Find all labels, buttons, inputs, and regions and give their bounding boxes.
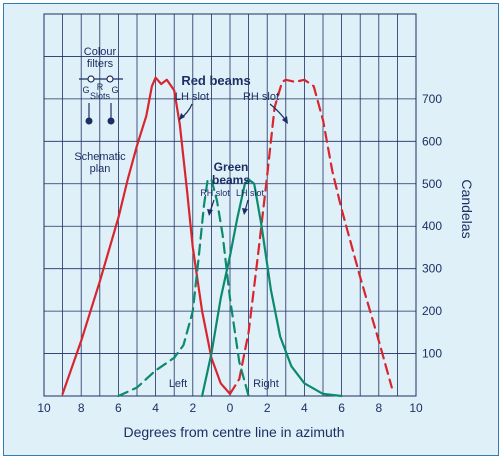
schematic-slots-label: Slots <box>90 91 111 101</box>
x-tick-label: 4 <box>301 401 308 415</box>
schematic-g-label-right: G <box>111 85 118 95</box>
y-axis-title: Candelas <box>459 179 475 238</box>
schematic-r-label: R <box>97 82 104 92</box>
series-line-3 <box>117 178 250 398</box>
y-tick-label: 500 <box>422 177 442 191</box>
x-tick-label: 8 <box>78 401 85 415</box>
schematic-plan-inset: Colour filters G R G Slots Schematic pla… <box>74 46 126 175</box>
schematic-colour-label: Colour <box>84 46 117 58</box>
x-tick-label: 2 <box>264 401 271 415</box>
green-beams-label-line1: Green <box>214 160 249 174</box>
red-rh-slot-label: RH slot <box>243 91 279 103</box>
left-label: Left <box>169 378 187 390</box>
right-label: Right <box>253 378 279 390</box>
chart-panel: 10 8 6 4 2 0 2 4 6 8 10 100 200 300 400 500 600 700 Degr… <box>3 3 499 456</box>
x-tick-label: 6 <box>338 401 345 415</box>
schematic-lamp-right <box>107 117 115 125</box>
y-tick-labels: 100 200 300 400 500 600 700 <box>422 92 442 361</box>
series-line-1 <box>61 76 232 395</box>
y-tick-label: 300 <box>422 262 442 276</box>
green-rh-slot-label: RH slot <box>200 188 230 198</box>
x-tick-label: 6 <box>115 401 122 415</box>
x-axis-title: Degrees from centre line in azimuth <box>124 424 345 440</box>
green-lh-slot-label: LH slot <box>236 188 265 198</box>
x-tick-label: 10 <box>37 401 51 415</box>
green-lh-arrowhead <box>242 208 248 215</box>
y-tick-label: 600 <box>422 134 442 148</box>
x-tick-label: 2 <box>189 401 196 415</box>
schematic-filter-node-left <box>87 75 95 83</box>
x-tick-label: 10 <box>409 401 423 415</box>
light-intensity-chart: 10 8 6 4 2 0 2 4 6 8 10 100 200 300 400 500 600 700 Degr… <box>37 13 475 440</box>
schematic-plan-label: plan <box>90 163 111 175</box>
x-tick-label: 0 <box>227 401 234 415</box>
series-line-2 <box>228 78 393 395</box>
schematic-g-label-left: G <box>82 85 89 95</box>
red-rh-arrowhead <box>282 116 288 124</box>
x-tick-label: 4 <box>152 401 159 415</box>
schematic-filters-label: filters <box>87 58 114 70</box>
grid <box>43 13 417 397</box>
red-lh-slot-label: LH slot <box>175 91 209 103</box>
y-tick-label: 200 <box>422 304 442 318</box>
red-beams-label: Red beams <box>181 73 250 88</box>
series-line-4 <box>201 178 343 398</box>
red-lh-arrowhead <box>179 113 185 120</box>
x-tick-labels: 10 8 6 4 2 0 2 4 6 8 10 <box>37 401 423 415</box>
y-tick-label: 700 <box>422 92 442 106</box>
schematic-lamp-left <box>85 117 93 125</box>
y-tick-label: 100 <box>422 347 442 361</box>
series-curves <box>61 76 393 398</box>
schematic-filter-node-right <box>106 75 114 83</box>
y-tick-label: 400 <box>422 219 442 233</box>
schematic-label: Schematic <box>74 151 126 163</box>
x-tick-label: 8 <box>375 401 382 415</box>
green-rh-arrowhead <box>207 209 213 216</box>
green-beams-label-line2: beams <box>212 173 250 187</box>
